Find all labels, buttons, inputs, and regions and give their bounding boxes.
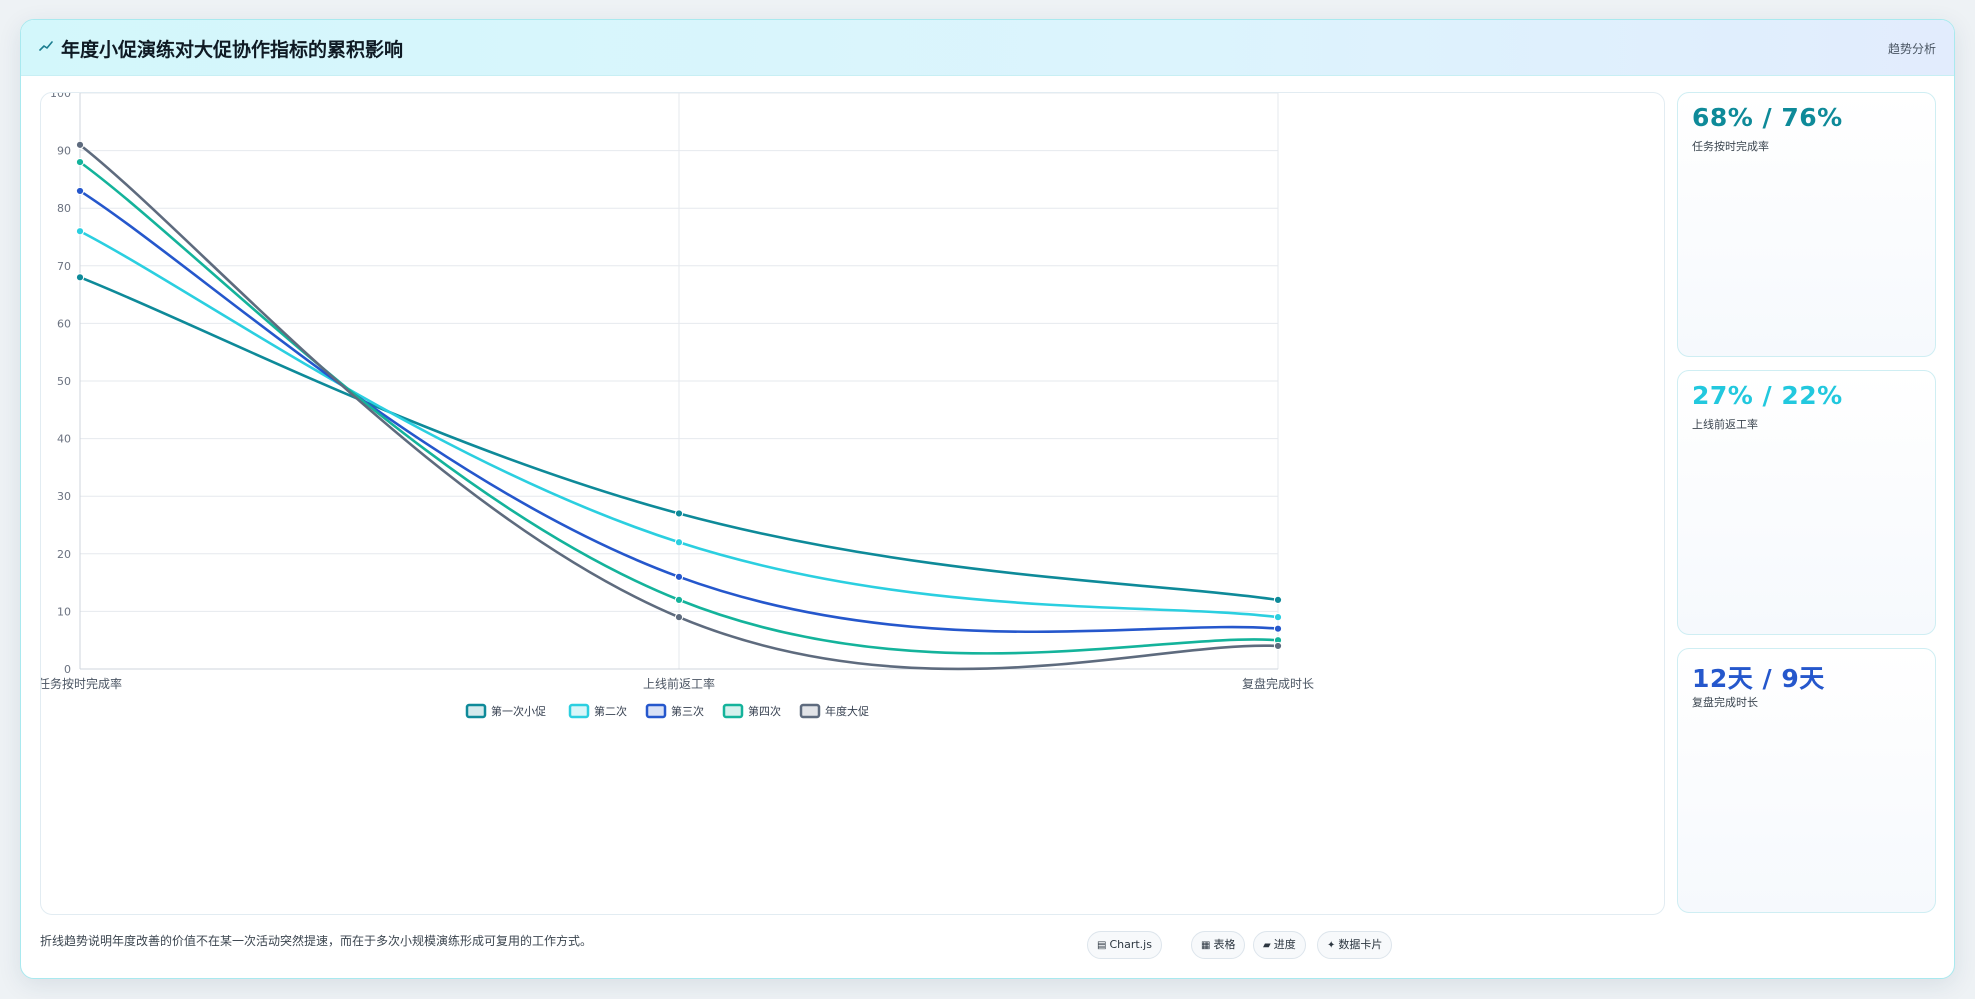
data-point (674, 572, 684, 581)
x-tick-label: 任务按时完成率 (41, 676, 122, 691)
data-point (1273, 595, 1283, 604)
data-point (1273, 641, 1283, 651)
chip-table[interactable]: ▦ 表格 (1191, 931, 1246, 959)
kpi-card-review-duration: 12天 / 9天 复盘完成时长 (1677, 648, 1936, 913)
data-point (75, 227, 85, 236)
table-icon: ▦ (1201, 940, 1211, 951)
footer-note: 折线趋势说明年度改善的价值不在某一次活动突然提速，而在于多次小规模演练形成可复用… (40, 934, 593, 948)
y-tick-label: 40 (57, 433, 71, 446)
chart-icon: ▤ (1097, 940, 1107, 951)
data-point (674, 613, 684, 622)
legend-label: 第一次小促 (491, 704, 546, 718)
y-tick-label: 70 (57, 260, 71, 273)
line-chart: 0 10 20 30 40 50 60 70 80 90 100 任务按时完成率 上线前返工率 复盘完成时… (41, 93, 1314, 719)
trend-analysis-tag: 趋势分析 (1887, 42, 1936, 56)
data-point (1273, 624, 1283, 633)
kpi-value: 68% / 76% (1692, 103, 1843, 132)
kpi-label: 复盘完成时长 (1692, 696, 1758, 709)
data-point (674, 509, 684, 518)
chip-label: 进度 (1273, 938, 1296, 951)
data-point (1273, 613, 1283, 622)
chip-data-card[interactable]: ✦ 数据卡片 (1317, 931, 1393, 959)
data-point (75, 273, 85, 282)
legend-label: 第二次 (594, 704, 627, 718)
y-tick-label: 30 (57, 490, 71, 503)
legend-label: 第三次 (671, 704, 704, 718)
y-tick-label: 60 (57, 317, 71, 330)
kpi-label: 任务按时完成率 (1692, 140, 1769, 153)
line-chart-panel: 0 10 20 30 40 50 60 70 80 90 100 任务按时完成率 上线前返工率 复盘完成时… (40, 92, 1665, 915)
y-tick-label: 20 (57, 548, 71, 561)
chip-label: Chart.js (1109, 938, 1152, 951)
legend-swatch (568, 703, 590, 719)
data-point (75, 186, 85, 196)
y-tick-label: 80 (57, 202, 71, 215)
legend-swatch (465, 703, 487, 719)
y-tick-label: 100 (50, 93, 71, 100)
dashboard-card: 年度小促演练对大促协作指标的累积影响 趋势分析 0 10 20 30 40 50 60 70 8… (20, 19, 1955, 979)
data-point (75, 158, 85, 167)
chip-chartjs[interactable]: ▤ Chart.js (1087, 931, 1162, 959)
progress-icon: ▰ (1263, 940, 1271, 951)
y-tick-label: 0 (64, 663, 71, 676)
x-tick-label: 复盘完成时长 (1242, 676, 1314, 691)
data-point (674, 595, 684, 604)
y-tick-label: 50 (57, 375, 71, 388)
kpi-value: 27% / 22% (1692, 381, 1843, 410)
chip-label: 表格 (1213, 938, 1236, 951)
kpi-card-rework: 27% / 22% 上线前返工率 (1677, 370, 1936, 635)
legend-swatch (722, 703, 744, 719)
legend-label: 年度大促 (825, 704, 869, 718)
kpi-label: 上线前返工率 (1692, 418, 1758, 431)
legend-label: 第四次 (748, 704, 781, 718)
y-tick-label: 10 (57, 605, 71, 618)
trend-line-icon (39, 41, 53, 51)
kpi-card-on-time: 68% / 76% 任务按时完成率 (1677, 92, 1936, 357)
data-point (75, 140, 85, 149)
chip-label: 数据卡片 (1338, 938, 1383, 951)
kpi-value: 12天 / 9天 (1692, 664, 1825, 693)
chip-progress[interactable]: ▰ 进度 (1253, 931, 1306, 959)
data-point (674, 538, 684, 547)
card-header: 年度小促演练对大促协作指标的累积影响 趋势分析 (21, 20, 1954, 76)
chart-title: 年度小促演练对大促协作指标的累积影响 (61, 39, 404, 61)
legend-swatch (645, 703, 667, 719)
legend-swatch (799, 703, 821, 719)
x-tick-label: 上线前返工率 (643, 676, 715, 691)
card-icon: ✦ (1327, 940, 1336, 951)
y-tick-label: 90 (57, 145, 71, 158)
